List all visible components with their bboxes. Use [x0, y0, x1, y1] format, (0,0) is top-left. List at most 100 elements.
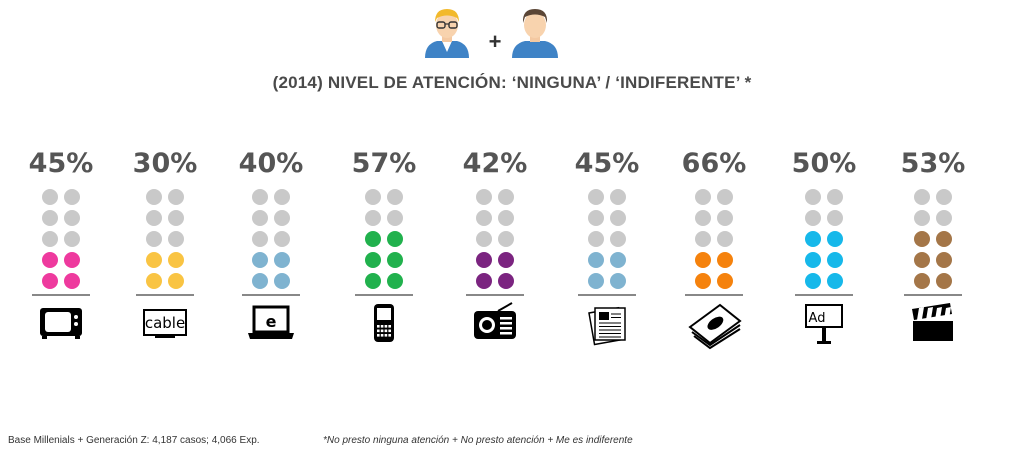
filled-dot [476, 252, 492, 268]
filled-dot [387, 231, 403, 247]
value-label: 57% [352, 148, 417, 179]
empty-dot [168, 189, 184, 205]
filled-dot [914, 273, 930, 289]
empty-dot [64, 231, 80, 247]
value-label: 30% [133, 148, 198, 179]
empty-dot [914, 189, 930, 205]
empty-dot [476, 231, 492, 247]
icon-label-text: e [266, 312, 277, 331]
icon-label-text: Ad [809, 311, 826, 326]
filled-dot [936, 231, 952, 247]
filled-dot [827, 273, 843, 289]
filled-dot [914, 231, 930, 247]
empty-dot [805, 210, 821, 226]
empty-dot [498, 231, 514, 247]
filled-dot [827, 231, 843, 247]
empty-dot [588, 189, 604, 205]
chart-column: 45% [29, 148, 93, 339]
filled-dot [695, 273, 711, 289]
filled-dot [252, 252, 268, 268]
cable-tv-icon: cable [143, 309, 187, 338]
value-label: 45% [575, 148, 640, 179]
empty-dot [274, 189, 290, 205]
filled-dot [498, 252, 514, 268]
empty-dot [387, 210, 403, 226]
empty-dot [274, 210, 290, 226]
empty-dot [717, 189, 733, 205]
filled-dot [588, 273, 604, 289]
magazine-icon [688, 303, 742, 350]
chart-column: 45% [575, 148, 640, 346]
empty-dot [146, 210, 162, 226]
filled-dot [252, 273, 268, 289]
empty-dot [914, 210, 930, 226]
empty-dot [168, 210, 184, 226]
header-icons: + [425, 9, 558, 58]
empty-dot [588, 210, 604, 226]
empty-dot [717, 210, 733, 226]
filled-dot [498, 273, 514, 289]
filled-dot [588, 252, 604, 268]
footnote-definition: *No presto ninguna atención + No presto … [323, 435, 633, 446]
television-icon [40, 308, 82, 339]
empty-dot [936, 210, 952, 226]
chart-column: 30% cable [133, 148, 198, 338]
empty-dot [42, 210, 58, 226]
filled-dot [805, 231, 821, 247]
filled-dot [64, 273, 80, 289]
empty-dot [476, 189, 492, 205]
filled-dot [42, 252, 58, 268]
filled-dot [805, 273, 821, 289]
empty-dot [146, 231, 162, 247]
empty-dot [805, 189, 821, 205]
empty-dot [717, 231, 733, 247]
empty-dot [252, 210, 268, 226]
plus-sign: + [489, 29, 502, 54]
empty-dot [387, 189, 403, 205]
empty-dot [252, 189, 268, 205]
filled-dot [146, 273, 162, 289]
filled-dot [365, 273, 381, 289]
empty-dot [610, 231, 626, 247]
empty-dot [168, 231, 184, 247]
filled-dot [610, 273, 626, 289]
pictograph-chart: 45% 30% cable 40% e 57% 42% 45% 66% 50% Ad 53% [29, 148, 966, 350]
chart-column: 40% e [239, 148, 304, 339]
empty-dot [252, 231, 268, 247]
man-with-glasses-avatar-icon [425, 9, 469, 58]
filled-dot [936, 252, 952, 268]
empty-dot [610, 210, 626, 226]
young-person-avatar-icon [512, 9, 558, 58]
filled-dot [168, 273, 184, 289]
chart-column: 66% [682, 148, 746, 350]
filled-dot [610, 252, 626, 268]
empty-dot [365, 189, 381, 205]
filled-dot [42, 273, 58, 289]
value-label: 40% [239, 148, 304, 179]
chart-column: 50% Ad [792, 148, 856, 344]
value-label: 53% [901, 148, 966, 179]
empty-dot [695, 231, 711, 247]
filled-dot [365, 252, 381, 268]
filled-dot [914, 252, 930, 268]
filled-dot [168, 252, 184, 268]
empty-dot [365, 210, 381, 226]
filled-dot [274, 252, 290, 268]
empty-dot [827, 210, 843, 226]
laptop-internet-icon: e [248, 305, 294, 339]
empty-dot [498, 210, 514, 226]
filled-dot [387, 252, 403, 268]
empty-dot [42, 189, 58, 205]
value-label: 42% [463, 148, 528, 179]
chart-column: 42% [463, 148, 528, 339]
filled-dot [387, 273, 403, 289]
empty-dot [827, 189, 843, 205]
radio-icon [474, 302, 516, 339]
empty-dot [695, 210, 711, 226]
filled-dot [64, 252, 80, 268]
billboard-icon: Ad [805, 304, 843, 344]
filled-dot [827, 252, 843, 268]
empty-dot [476, 210, 492, 226]
empty-dot [64, 210, 80, 226]
page-title: (2014) NIVEL DE ATENCIÓN: ‘NINGUNA’ / ‘I… [272, 73, 752, 92]
